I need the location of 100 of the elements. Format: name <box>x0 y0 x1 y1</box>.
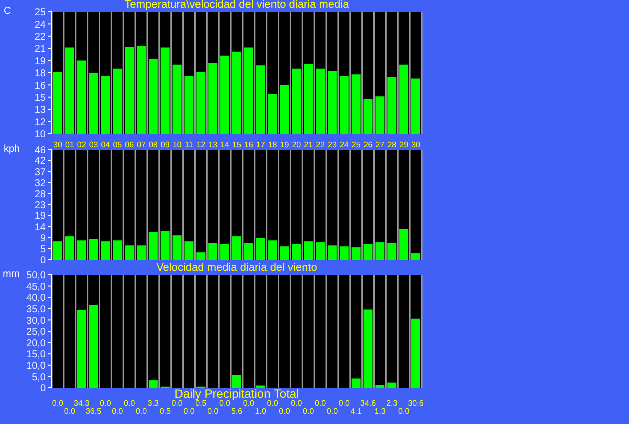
bar <box>268 240 278 260</box>
data-label: 0.5 <box>196 399 208 408</box>
bar <box>280 246 290 260</box>
data-label: 0.0 <box>172 399 184 408</box>
data-label: 0.0 <box>314 399 327 408</box>
x-tick-label: 23 <box>328 140 338 150</box>
bar <box>411 254 420 260</box>
data-label: 36.5 <box>86 407 102 416</box>
x-tick-label: 03 <box>89 140 99 150</box>
bar <box>364 310 373 388</box>
x-axis-title: Daily Precipitation Total <box>174 387 300 401</box>
y-tick-label: 0 <box>40 256 46 267</box>
x-tick-label: 17 <box>256 140 266 150</box>
data-label: 34.6 <box>360 399 377 408</box>
bar <box>376 385 385 388</box>
data-label: 1.0 <box>255 407 267 416</box>
data-label: 0.0 <box>52 399 64 408</box>
x-tick-label: 14 <box>220 140 230 150</box>
y-axis-title: C <box>4 6 12 17</box>
chart-title: Temperatura\velocidad del viento diaria media <box>124 0 350 11</box>
data-label: 0.0 <box>184 407 196 416</box>
x-tick-label: 07 <box>137 140 147 150</box>
data-label: 0.0 <box>220 399 232 408</box>
y-tick-label: 13 <box>34 105 46 116</box>
x-tick-label: 20 <box>292 140 302 150</box>
y-axis-title: mm <box>3 269 20 280</box>
bar <box>304 242 314 260</box>
x-tick-label: 27 <box>376 140 386 150</box>
bar <box>208 244 218 260</box>
data-label: 0.0 <box>112 407 124 416</box>
data-label: 0.0 <box>326 407 339 416</box>
y-tick-label: 32 <box>34 178 46 190</box>
x-tick-label: 04 <box>101 140 111 150</box>
x-tick-label: 12 <box>196 140 206 150</box>
y-tick-label: 5,0 <box>32 372 46 384</box>
bar <box>172 236 182 260</box>
bar <box>160 232 170 260</box>
bar <box>256 238 266 260</box>
data-label: 0.0 <box>291 399 303 408</box>
data-label: 5.6 <box>231 407 244 416</box>
bar <box>316 242 326 260</box>
y-tick-label: 23 <box>34 200 46 212</box>
x-tick-label: 21 <box>304 140 314 150</box>
x-tick-label: 18 <box>268 140 278 150</box>
data-label: 0.5 <box>160 407 172 416</box>
x-tick-label: 01 <box>65 140 75 150</box>
y-tick-label: 25 <box>34 8 46 19</box>
y-tick-label: 30,0 <box>26 316 46 327</box>
y-tick-label: 10 <box>34 130 46 141</box>
x-tick-label: 08 <box>149 140 158 150</box>
data-label: 0.0 <box>124 399 136 408</box>
data-label: 0.0 <box>100 399 112 408</box>
bar <box>53 242 62 260</box>
y-tick-label: 37 <box>34 168 46 179</box>
y-tick-label: 10,0 <box>26 360 46 372</box>
bar <box>89 239 98 260</box>
y-tick-label: 12 <box>34 117 46 128</box>
x-tick-label: 10 <box>172 140 182 150</box>
bar <box>184 242 194 260</box>
x-tick-label: 09 <box>160 140 170 150</box>
y-tick-label: 19 <box>34 56 46 68</box>
y-tick-label: 15,0 <box>26 350 46 361</box>
x-tick-label: 25 <box>352 140 362 150</box>
y-tick-label: 45,0 <box>26 282 46 293</box>
data-label: 0.0 <box>243 399 256 408</box>
bar <box>388 244 397 260</box>
data-label: 0.0 <box>398 407 410 416</box>
bar <box>232 375 242 388</box>
x-tick-label: 15 <box>232 140 242 150</box>
x-tick-label: 30 <box>54 140 63 150</box>
data-label: 0.0 <box>208 407 220 416</box>
y-tick-label: 24 <box>34 20 46 31</box>
chart-title: Velocidad media diaria del viento <box>156 262 318 274</box>
x-tick-label: 16 <box>244 140 254 150</box>
bar <box>77 310 86 388</box>
data-label: 0.0 <box>338 399 351 408</box>
bar <box>113 240 122 260</box>
bar <box>388 382 397 388</box>
x-tick-label: 05 <box>113 140 123 150</box>
bar <box>65 236 74 260</box>
data-label: 0.0 <box>267 399 279 408</box>
bar <box>244 244 254 260</box>
x-tick-label: 26 <box>364 140 374 150</box>
bar <box>411 318 420 388</box>
x-tick-label: 02 <box>77 140 87 150</box>
bar <box>232 236 242 260</box>
bar <box>148 232 158 260</box>
y-tick-label: 22 <box>34 32 46 43</box>
bar <box>136 246 146 260</box>
y-tick-label: 21 <box>34 44 46 56</box>
y-tick-label: 42 <box>34 156 46 168</box>
data-label: 0.0 <box>64 407 76 416</box>
data-label: 0.0 <box>279 407 291 416</box>
bar <box>352 378 361 388</box>
y-tick-label: 20,0 <box>26 338 46 350</box>
y-tick-label: 28 <box>34 190 46 201</box>
bar <box>400 229 409 260</box>
y-tick-label: 16 <box>34 80 46 92</box>
y-tick-label: 5 <box>40 244 46 256</box>
x-tick-label: 06 <box>125 140 135 150</box>
